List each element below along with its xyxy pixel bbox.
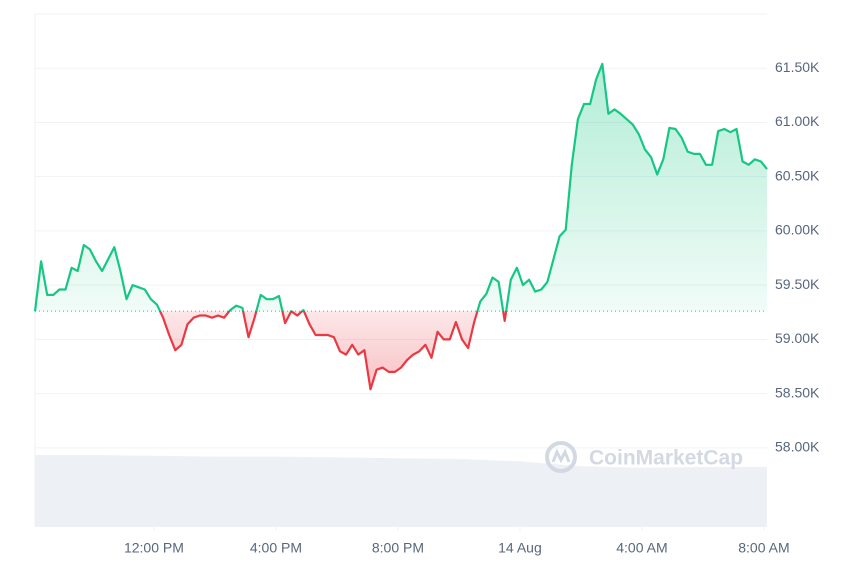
area: [35, 63, 767, 390]
x-tick-label: 12:00 PM: [124, 540, 184, 556]
y-tick-label: 58.00K: [775, 439, 820, 455]
x-tick-label: 14 Aug: [498, 540, 542, 556]
watermark-logo: [545, 441, 577, 473]
volume-area: [35, 455, 767, 527]
y-tick-label: 60.00K: [775, 222, 820, 238]
y-tick-label: 59.00K: [775, 330, 820, 346]
x-tick-label: 8:00 PM: [372, 540, 424, 556]
x-tick-label: 4:00 PM: [250, 540, 302, 556]
y-tick-label: 60.50K: [775, 167, 820, 183]
y-tick-label: 59.50K: [775, 276, 820, 292]
x-tick-label: 4:00 AM: [616, 540, 667, 556]
watermark: CoinMarketCap: [589, 447, 743, 470]
x-tick-label: 8:00 AM: [738, 540, 789, 556]
y-tick-label: 61.00K: [775, 113, 820, 129]
y-tick-label: 58.50K: [775, 384, 820, 400]
price-line: [33, 62, 768, 391]
y-tick-label: 61.50K: [775, 59, 820, 75]
